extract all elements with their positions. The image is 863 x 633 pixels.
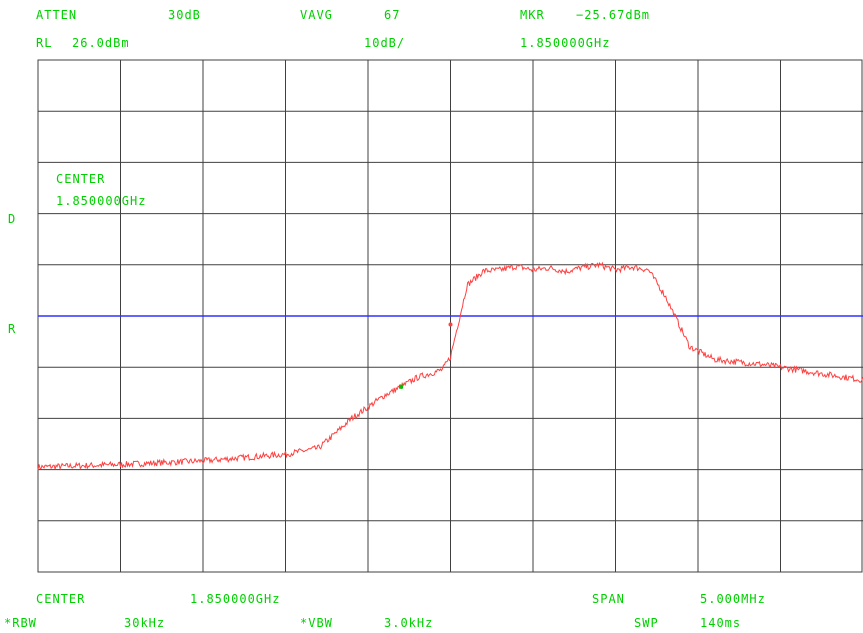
scale-per-division: 10dB/ bbox=[364, 36, 406, 50]
rbw-label: *RBW bbox=[4, 616, 37, 630]
atten-value: 30dB bbox=[168, 8, 201, 22]
marker-dot bbox=[448, 322, 453, 327]
display-line-indicator: D bbox=[8, 212, 17, 226]
marker-amplitude: −25.67dBm bbox=[576, 8, 651, 22]
sweep-time-label: SWP bbox=[634, 616, 659, 630]
vbw-value: 3.0kHz bbox=[384, 616, 434, 630]
center-overlay-value: 1.850000GHz bbox=[56, 194, 147, 208]
marker-point bbox=[399, 322, 453, 389]
marker-symbol bbox=[399, 384, 403, 389]
span-value: 5.000MHz bbox=[700, 592, 766, 606]
center-overlay-label: CENTER bbox=[56, 172, 106, 186]
rbw-value: 30kHz bbox=[124, 616, 166, 630]
center-frequency: 1.850000GHz bbox=[190, 592, 281, 606]
vavg-label: VAVG bbox=[300, 8, 333, 22]
center-label: CENTER bbox=[36, 592, 86, 606]
sweep-time-value: 140ms bbox=[700, 616, 742, 630]
trace-line bbox=[37, 261, 863, 471]
vavg-value: 67 bbox=[384, 8, 401, 22]
reference-level-label: RL bbox=[36, 36, 53, 50]
atten-label: ATTEN bbox=[36, 8, 78, 22]
span-label: SPAN bbox=[592, 592, 625, 606]
spectrum-trace bbox=[37, 261, 863, 471]
marker-frequency: 1.850000GHz bbox=[520, 36, 611, 50]
reference-indicator: R bbox=[8, 322, 17, 336]
reference-level-value: 26.0dBm bbox=[72, 36, 130, 50]
marker-label: MKR bbox=[520, 8, 545, 22]
vbw-label: *VBW bbox=[300, 616, 333, 630]
